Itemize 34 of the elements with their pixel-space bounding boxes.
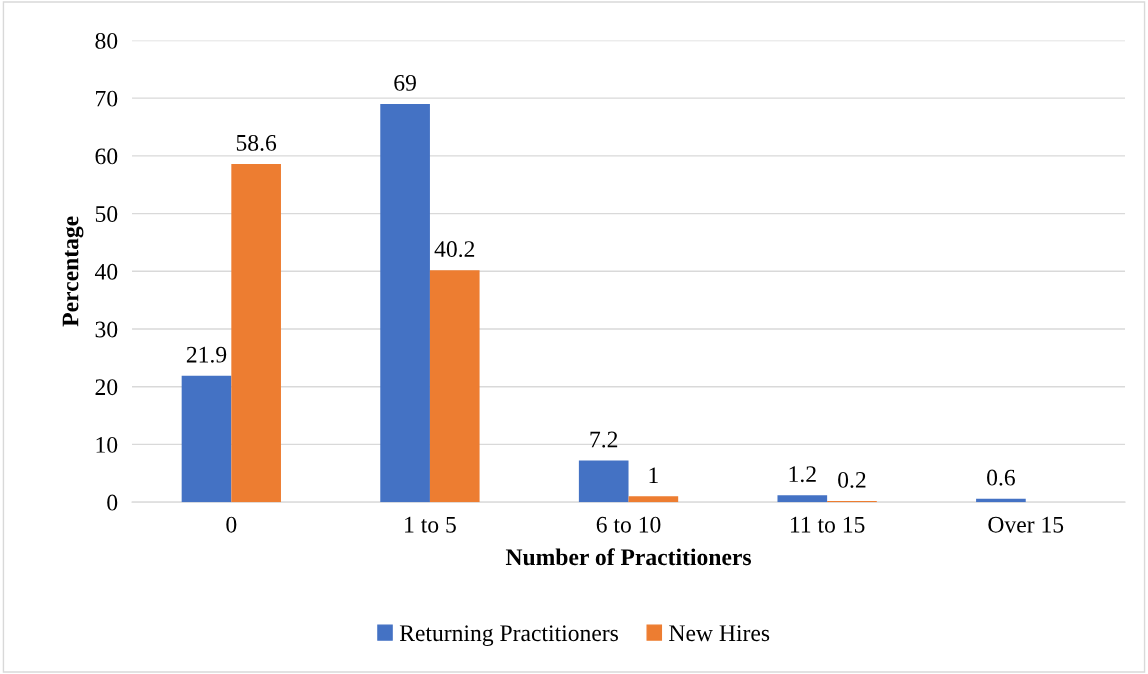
x-axis-title: Number of Practitioners [505, 548, 752, 566]
data-label: 1 [649, 467, 658, 483]
bar [628, 496, 679, 503]
data-label: 58.6 [236, 134, 277, 151]
data-label: 0.2 [838, 471, 866, 488]
x-tick-label: 11 to 15 [790, 516, 865, 533]
bar [777, 495, 828, 503]
y-tick-label: 30 [95, 321, 118, 338]
y-tick-label: 50 [95, 206, 118, 222]
bar [181, 375, 232, 503]
bar [231, 163, 281, 503]
y-tick-label: 70 [96, 90, 118, 107]
data-label: 21.9 [186, 346, 227, 363]
bar [380, 103, 430, 503]
x-tick-label: 0 [226, 516, 237, 533]
y-tick-label: 20 [95, 379, 118, 396]
bar [429, 270, 480, 503]
data-label: 1.2 [789, 466, 816, 483]
y-tick-label: 80 [95, 32, 118, 49]
y-tick-label: 0 [107, 494, 118, 511]
x-tick-label: 1 to 5 [405, 516, 456, 533]
legend-label: New Hires [669, 625, 770, 642]
y-tick-label: 40 [94, 263, 118, 280]
bar [578, 460, 629, 503]
data-label: 40.2 [434, 241, 475, 258]
data-label: 0.6 [987, 469, 1015, 486]
legend-label: Returning Practitioners [399, 625, 618, 647]
data-label: 7.2 [590, 431, 618, 448]
x-tick-label: Over 15 [988, 516, 1064, 533]
y-tick-label: 60 [95, 148, 118, 165]
x-tick-label: 6 to 10 [596, 516, 661, 533]
y-axis-title: Percentage [62, 216, 84, 327]
y-tick-label: 10 [96, 436, 118, 453]
data-label: 69 [394, 74, 416, 91]
